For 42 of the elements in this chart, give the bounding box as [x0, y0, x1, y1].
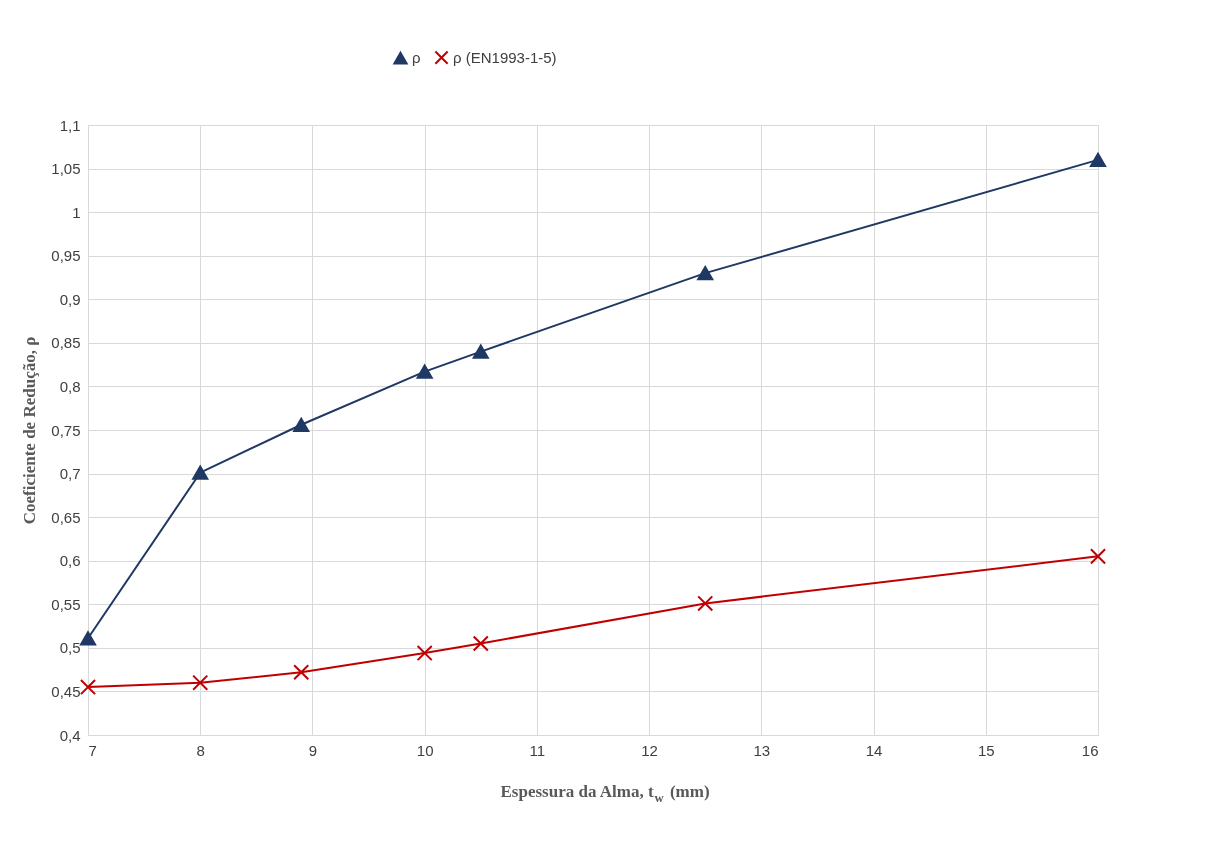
y-tick-label: 1,05 — [51, 160, 81, 178]
point — [697, 266, 714, 281]
point — [192, 465, 209, 480]
y-tick-label: 0,45 — [51, 682, 81, 700]
legend-label: ρ — [412, 49, 421, 67]
point — [416, 364, 433, 379]
y-tick-label: 0,4 — [59, 726, 81, 744]
x-tick-label: 10 — [416, 741, 434, 759]
point — [79, 679, 97, 696]
y-tick-label: 0,55 — [51, 595, 81, 613]
point — [697, 595, 714, 612]
point — [472, 344, 489, 359]
point — [472, 635, 489, 652]
y-tick-label: 0,9 — [59, 290, 81, 308]
x-tick-label: 14 — [865, 741, 883, 759]
x-tick-label: 9 — [308, 741, 318, 759]
x-tick-label: 12 — [641, 741, 658, 759]
point — [1089, 548, 1107, 565]
x-tick-label: 13 — [753, 741, 771, 759]
y-tick-label: 1,1 — [59, 116, 81, 134]
legend-label: ρ (EN1993-1-5) — [453, 48, 557, 66]
point — [293, 664, 310, 681]
x-tick-label: 8 — [196, 741, 205, 759]
y-axis-title: Coeficiente de Redução, ρ — [20, 336, 40, 525]
y-tick-label: 0,65 — [51, 508, 81, 526]
x-tick-label: 16 — [1081, 741, 1099, 759]
point — [1089, 152, 1107, 167]
x-tick-label: 7 — [88, 741, 97, 759]
x-tick-label: 15 — [977, 741, 995, 759]
point — [293, 417, 310, 432]
y-tick-label: 0,95 — [51, 247, 81, 265]
point — [79, 631, 97, 646]
y-tick-label: 0,8 — [59, 377, 81, 395]
point — [192, 674, 209, 691]
y-tick-label: 0,7 — [59, 465, 81, 483]
y-tick-label: 1 — [72, 203, 81, 221]
y-tick-label: 0,75 — [51, 421, 81, 439]
point — [416, 645, 433, 662]
y-tick-label: 0,6 — [59, 552, 81, 570]
x-tick-label: 11 — [529, 741, 546, 759]
y-tick-label: 0,85 — [51, 334, 81, 352]
y-tick-label: 0,5 — [59, 639, 81, 657]
